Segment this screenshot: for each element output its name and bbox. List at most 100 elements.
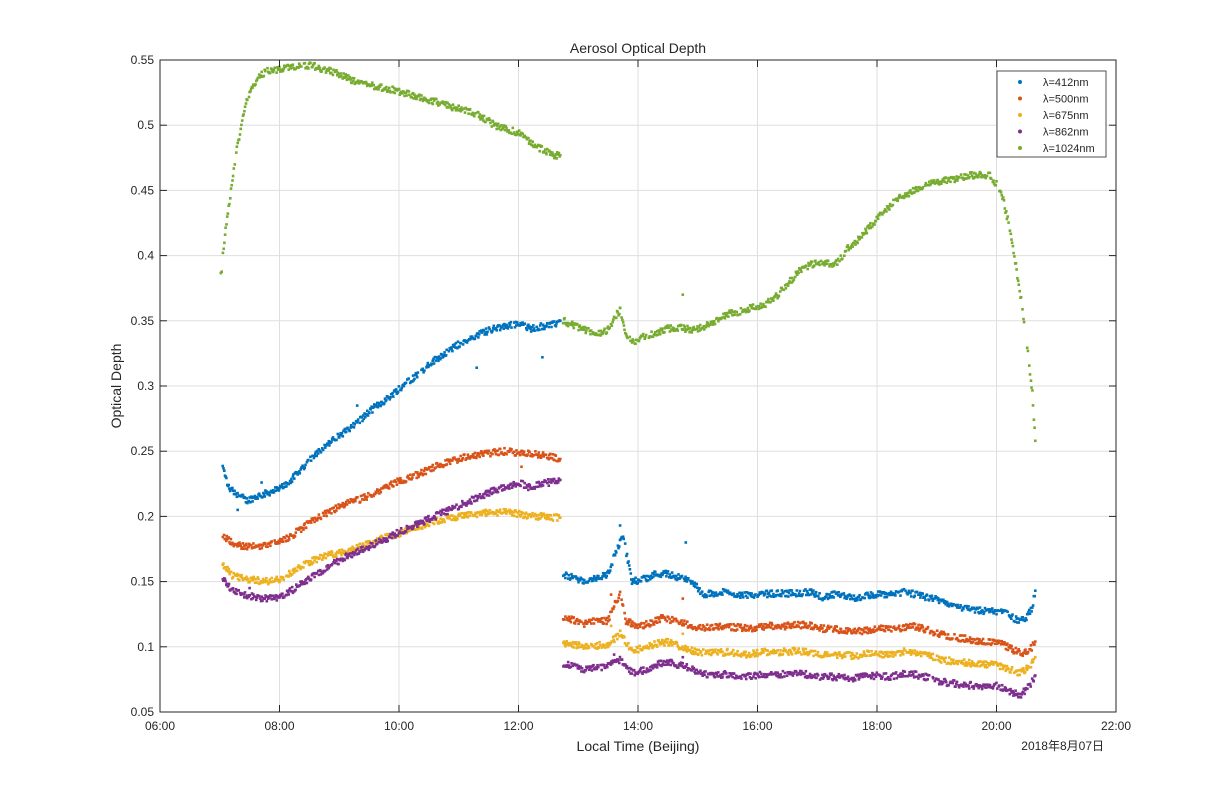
data-point	[1024, 671, 1027, 674]
data-point	[947, 684, 950, 687]
data-point	[863, 597, 866, 600]
data-point	[221, 465, 224, 468]
data-point	[503, 447, 506, 450]
data-point	[676, 642, 679, 645]
data-point	[395, 388, 398, 391]
data-point	[240, 574, 243, 577]
data-point	[559, 458, 562, 461]
data-point	[692, 650, 695, 653]
data-point	[1023, 693, 1026, 696]
data-point	[934, 633, 937, 636]
data-point	[759, 302, 762, 305]
data-point	[667, 638, 670, 641]
data-point	[714, 323, 717, 326]
data-point	[340, 75, 343, 78]
data-point	[357, 418, 360, 421]
data-point	[282, 576, 285, 579]
data-point	[1021, 616, 1024, 619]
data-point	[417, 371, 420, 374]
data-point	[1027, 666, 1030, 669]
data-point	[904, 670, 907, 673]
data-point	[727, 315, 730, 318]
data-point	[234, 163, 237, 166]
data-point	[653, 623, 656, 626]
data-point	[538, 329, 541, 332]
data-point	[1018, 674, 1021, 677]
data-point	[337, 563, 340, 566]
data-point	[263, 75, 266, 78]
data-point	[902, 653, 905, 656]
data-point	[934, 659, 937, 662]
data-point	[445, 354, 448, 357]
data-point	[231, 487, 234, 490]
data-point	[910, 595, 913, 598]
data-point	[348, 430, 351, 433]
data-point	[810, 622, 813, 625]
data-point	[524, 322, 527, 325]
data-point	[559, 479, 562, 482]
data-point	[629, 568, 632, 571]
data-point	[657, 333, 660, 336]
data-point	[968, 687, 971, 690]
data-point	[721, 593, 724, 596]
data-point	[617, 600, 620, 603]
data-point	[497, 123, 500, 126]
data-point	[230, 538, 233, 541]
data-point	[275, 489, 278, 492]
data-point	[735, 311, 738, 314]
data-point	[581, 667, 584, 670]
data-point	[583, 625, 586, 628]
data-point	[388, 487, 391, 490]
data-point	[244, 591, 247, 594]
data-point	[691, 331, 694, 334]
data-point	[548, 484, 551, 487]
data-point	[951, 637, 954, 640]
data-point	[545, 453, 548, 456]
data-point	[474, 337, 477, 340]
data-point	[732, 649, 735, 652]
data-point	[535, 486, 538, 489]
data-point	[812, 589, 815, 592]
data-point	[281, 592, 284, 595]
data-point	[890, 630, 893, 633]
data-point	[276, 599, 279, 602]
data-point	[1034, 656, 1037, 659]
data-point	[241, 119, 244, 122]
data-point	[764, 306, 767, 309]
data-point	[474, 452, 477, 455]
data-point	[760, 673, 763, 676]
data-point	[689, 649, 692, 652]
data-point	[294, 589, 297, 592]
data-point	[346, 557, 349, 560]
data-point	[224, 226, 227, 229]
data-point	[626, 553, 629, 556]
data-point	[634, 343, 637, 346]
data-point	[944, 657, 947, 660]
data-point	[307, 67, 310, 70]
data-point	[440, 514, 443, 517]
data-point	[1032, 604, 1035, 607]
data-point	[803, 672, 806, 675]
data-point	[362, 542, 365, 545]
data-point	[577, 623, 580, 626]
data-point	[999, 668, 1002, 671]
data-point	[275, 71, 278, 74]
data-point	[858, 594, 861, 597]
data-point	[974, 611, 977, 614]
data-point	[785, 287, 788, 290]
data-point	[479, 456, 482, 459]
data-point	[329, 67, 332, 70]
data-point	[701, 628, 704, 631]
data-point	[639, 625, 642, 628]
data-point	[870, 650, 873, 653]
data-point	[317, 452, 320, 455]
data-point	[865, 230, 868, 233]
data-point	[470, 511, 473, 514]
data-point	[264, 543, 267, 546]
data-point	[570, 662, 573, 665]
data-point	[224, 233, 227, 236]
data-point	[776, 589, 779, 592]
data-point	[663, 664, 666, 667]
data-point	[521, 512, 524, 515]
data-point	[631, 672, 634, 675]
